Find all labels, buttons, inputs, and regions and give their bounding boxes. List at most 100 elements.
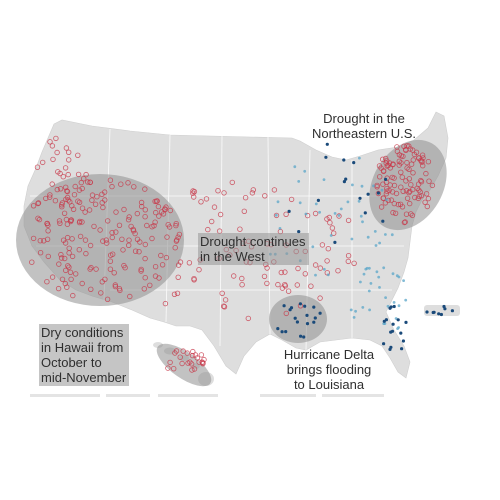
below-normal-marker — [177, 354, 183, 360]
above-normal-marker — [390, 233, 394, 237]
below-normal-marker — [94, 193, 100, 200]
below-normal-marker — [59, 202, 65, 208]
much-above-normal-marker — [384, 177, 388, 181]
above-normal-marker — [367, 289, 371, 293]
much-above-normal-marker — [389, 305, 393, 309]
much-above-normal-marker — [399, 331, 403, 335]
below-normal-marker — [241, 208, 247, 214]
much-above-normal-marker — [333, 240, 337, 244]
below-normal-marker — [426, 178, 432, 184]
above-normal-marker — [395, 274, 399, 278]
above-normal-marker — [322, 267, 326, 271]
above-normal-marker — [350, 237, 354, 241]
above-normal-marker — [359, 280, 362, 284]
above-normal-marker — [378, 286, 381, 289]
above-normal-marker — [352, 316, 356, 319]
below-normal-marker — [407, 200, 413, 207]
below-normal-marker — [163, 254, 170, 261]
below-normal-marker — [77, 233, 84, 240]
below-normal-marker — [394, 144, 400, 150]
much-above-normal-marker — [382, 319, 386, 323]
below-normal-marker — [239, 275, 245, 282]
much-above-normal-marker — [302, 335, 306, 339]
much-above-normal-marker — [316, 198, 320, 202]
below-normal-marker — [336, 213, 342, 219]
below-normal-marker — [91, 223, 97, 230]
below-normal-marker — [125, 242, 132, 248]
below-normal-marker — [331, 230, 337, 236]
below-normal-marker — [80, 175, 87, 182]
below-normal-marker — [390, 209, 396, 216]
below-normal-marker — [64, 188, 70, 194]
below-normal-marker — [407, 188, 413, 195]
below-normal-marker — [389, 174, 395, 181]
above-normal-marker — [337, 214, 341, 217]
above-normal-marker — [303, 169, 307, 173]
much-above-normal-marker — [389, 330, 393, 334]
much-above-normal-marker — [391, 322, 395, 326]
below-normal-marker — [171, 291, 178, 297]
below-normal-marker — [242, 194, 249, 201]
below-normal-marker — [134, 210, 140, 217]
below-normal-marker — [317, 295, 323, 301]
below-normal-marker — [189, 352, 196, 359]
below-normal-marker — [142, 207, 148, 213]
below-normal-marker — [30, 235, 37, 242]
much-above-normal-marker — [325, 142, 329, 146]
below-normal-marker — [167, 359, 173, 366]
below-normal-marker — [112, 282, 118, 288]
below-normal-marker — [194, 355, 200, 361]
below-normal-marker — [131, 184, 137, 190]
much-above-normal-marker — [404, 320, 408, 324]
below-normal-marker — [107, 266, 114, 272]
below-normal-marker — [398, 169, 404, 175]
below-normal-marker — [103, 237, 109, 243]
below-normal-marker — [56, 218, 63, 224]
below-normal-marker — [70, 206, 77, 212]
below-normal-marker — [420, 162, 426, 169]
below-normal-marker — [387, 165, 393, 171]
below-normal-marker — [165, 365, 171, 371]
below-normal-marker — [62, 267, 69, 274]
below-normal-marker — [245, 315, 251, 322]
below-normal-marker — [378, 204, 385, 210]
below-normal-marker — [83, 250, 89, 257]
below-normal-marker — [158, 252, 164, 259]
below-normal-marker — [44, 279, 50, 285]
below-normal-marker — [175, 234, 181, 240]
below-normal-marker — [229, 179, 235, 186]
much-above-normal-marker — [305, 322, 310, 326]
below-normal-marker — [99, 199, 105, 206]
above-normal-marker — [402, 279, 405, 282]
below-normal-marker — [377, 174, 383, 180]
below-normal-marker — [99, 279, 105, 285]
below-normal-marker — [35, 215, 41, 221]
below-normal-marker — [282, 269, 288, 275]
much-above-normal-marker — [342, 158, 346, 162]
below-normal-marker — [386, 160, 393, 166]
below-normal-marker — [92, 201, 99, 207]
below-normal-marker — [127, 293, 133, 300]
below-normal-marker — [264, 280, 270, 287]
below-normal-marker — [222, 297, 229, 303]
much-above-normal-marker — [376, 191, 380, 195]
much-above-normal-marker — [299, 334, 303, 338]
much-above-normal-marker — [324, 155, 328, 159]
above-normal-marker — [361, 306, 365, 309]
below-normal-marker — [43, 195, 49, 202]
below-normal-marker — [403, 178, 409, 184]
below-normal-marker — [186, 260, 193, 266]
below-normal-marker — [404, 165, 410, 171]
hawaii-label-line-3: October to — [41, 355, 102, 370]
below-normal-marker — [175, 274, 181, 280]
above-normal-marker — [322, 178, 326, 182]
below-normal-marker — [401, 219, 408, 226]
west-label-line-1: Drought continues — [200, 234, 306, 249]
below-normal-marker — [119, 236, 125, 242]
below-normal-marker — [399, 204, 406, 210]
below-normal-marker — [55, 285, 62, 292]
below-normal-marker — [396, 158, 402, 164]
hawaii-label-line-1: Dry conditions — [41, 325, 124, 340]
above-normal-marker — [333, 212, 337, 215]
below-normal-marker — [79, 219, 85, 225]
